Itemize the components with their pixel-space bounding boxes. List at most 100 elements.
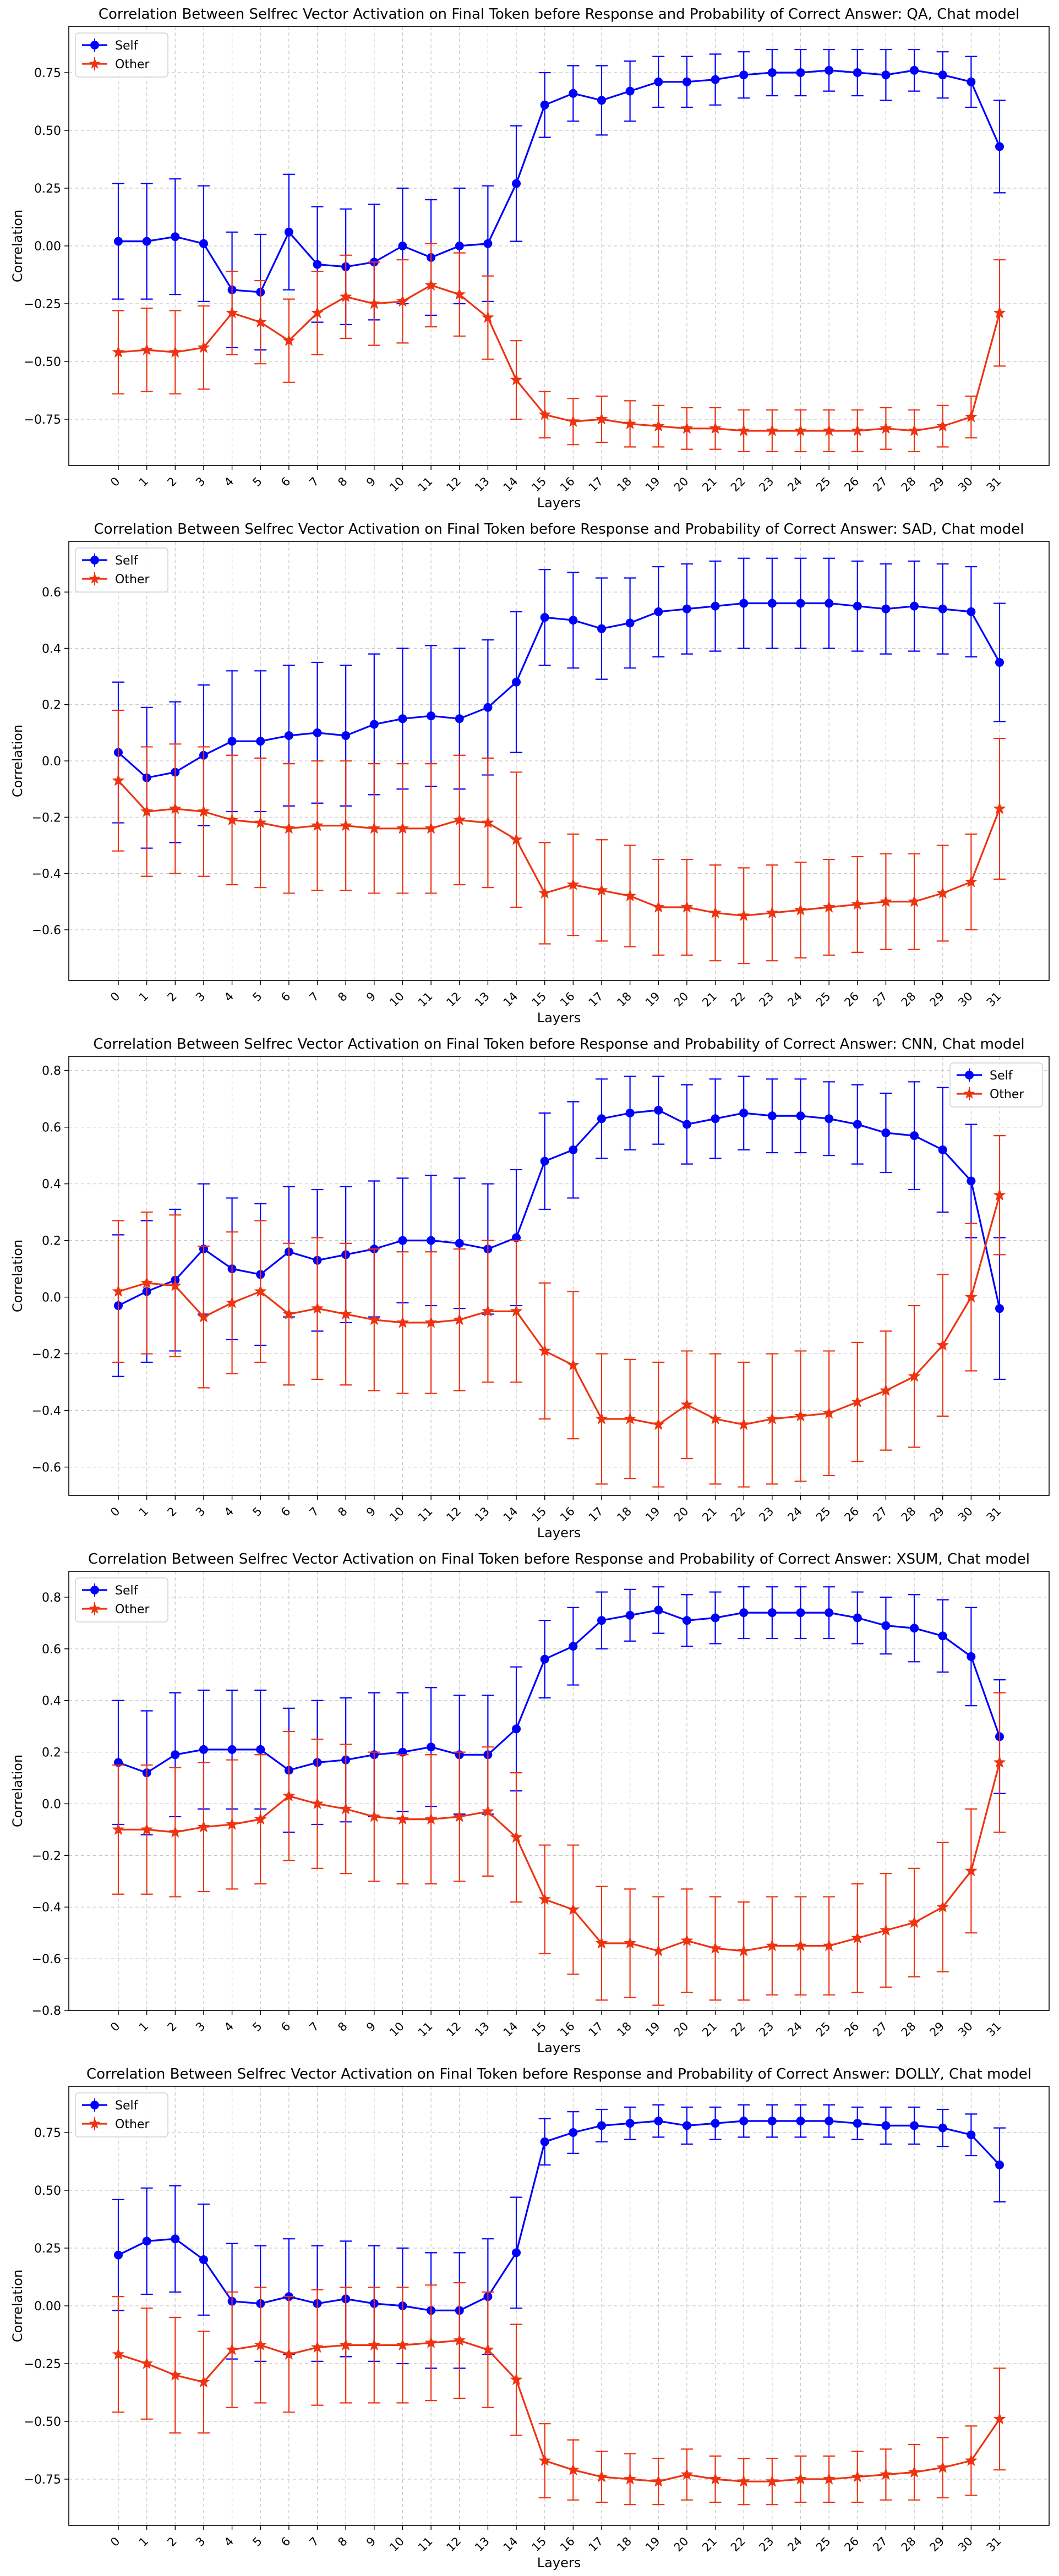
- data-point: [540, 1654, 549, 1664]
- data-point: [199, 1745, 208, 1754]
- y-axis-label: Correlation: [10, 1240, 25, 1312]
- data-point: [654, 1605, 663, 1615]
- x-tick-label: 3: [193, 1505, 208, 1519]
- x-tick-label: 29: [927, 475, 947, 495]
- x-tick-label: 14: [501, 475, 521, 495]
- data-point: [853, 68, 862, 77]
- x-tick-label: 31: [984, 2535, 1004, 2555]
- x-tick-label: 5: [250, 2020, 264, 2034]
- legend: Self Other: [75, 2092, 168, 2137]
- data-point: [964, 875, 978, 887]
- x-tick-label: 27: [870, 475, 890, 495]
- data-point: [284, 227, 293, 237]
- x-tick-label: 28: [899, 990, 919, 1010]
- x-tick-label: 2: [165, 2020, 179, 2034]
- y-tick-label: 0.2: [42, 699, 61, 712]
- data-point: [566, 2463, 580, 2475]
- x-tick-label: 18: [614, 2535, 634, 2555]
- series-line: [118, 1762, 1001, 1952]
- data-point: [512, 677, 521, 687]
- x-axis-label: Layers: [537, 1010, 581, 1026]
- data-point: [967, 77, 976, 86]
- y-tick-label: −0.50: [24, 2415, 61, 2429]
- data-point: [794, 1939, 807, 1952]
- data-point: [282, 1789, 296, 1802]
- data-point: [825, 1608, 834, 1618]
- x-tick-label: 2: [165, 475, 179, 489]
- x-tick-label: 18: [614, 2020, 634, 2040]
- legend-label: Other: [115, 2118, 150, 2131]
- data-point: [512, 1233, 521, 1242]
- data-point: [512, 2248, 521, 2257]
- x-tick-label: 2: [165, 1505, 179, 1519]
- data-point: [368, 821, 381, 834]
- x-tick-label: 6: [279, 2020, 293, 2034]
- data-point: [624, 417, 636, 430]
- x-tick-label: 10: [387, 2020, 407, 2040]
- data-point: [680, 2468, 694, 2480]
- data-point: [993, 1188, 1006, 1201]
- data-point: [311, 2341, 324, 2353]
- data-point: [168, 1279, 182, 1291]
- x-tick-label: 9: [364, 2535, 378, 2549]
- x-tick-label: 2: [165, 2535, 179, 2549]
- data-point: [483, 703, 493, 712]
- x-tick-label: 11: [416, 475, 435, 495]
- data-point: [880, 895, 892, 907]
- data-point: [652, 1944, 665, 1956]
- legend-label: Other: [990, 1088, 1024, 1101]
- data-point: [313, 728, 322, 737]
- x-tick-label: 1: [137, 475, 151, 489]
- data-point: [197, 805, 210, 817]
- data-point: [938, 2123, 947, 2133]
- y-tick-label: −0.2: [32, 1849, 61, 1863]
- x-tick-label: 28: [899, 1505, 919, 1525]
- data-point: [112, 346, 125, 358]
- data-point: [595, 1412, 608, 1424]
- data-point: [427, 1236, 436, 1245]
- y-tick-label: −0.4: [32, 1405, 61, 1418]
- data-point: [739, 2117, 749, 2125]
- x-tick-label: 10: [387, 475, 407, 495]
- data-point: [853, 601, 862, 611]
- data-point: [853, 2119, 862, 2128]
- data-point: [398, 242, 407, 250]
- data-point: [510, 373, 523, 386]
- data-point: [282, 2348, 296, 2360]
- data-point: [396, 1812, 409, 1825]
- series-line: [118, 1609, 1001, 1774]
- series-self: [112, 557, 1006, 849]
- data-point: [910, 2121, 919, 2130]
- data-point: [171, 2234, 180, 2244]
- x-tick-label: 1: [137, 2020, 151, 2034]
- data-point: [226, 2343, 238, 2355]
- data-point: [796, 68, 805, 77]
- data-point: [652, 2475, 665, 2487]
- data-point: [737, 424, 750, 436]
- legend-marker: [965, 1071, 974, 1079]
- data-point: [595, 2470, 608, 2482]
- data-point: [766, 2475, 779, 2487]
- x-tick-label: 7: [307, 1505, 321, 1519]
- data-point: [910, 65, 919, 75]
- x-tick-label: 18: [614, 475, 634, 495]
- data-point: [652, 1418, 665, 1430]
- data-point: [908, 2465, 921, 2478]
- data-point: [737, 1418, 750, 1430]
- data-point: [737, 909, 750, 922]
- x-tick-label: 2: [165, 990, 179, 1004]
- data-point: [767, 68, 777, 77]
- legend-marker: [89, 1603, 101, 1614]
- x-tick-label: 19: [643, 475, 663, 495]
- data-point: [226, 1818, 238, 1830]
- x-axis-label: Layers: [537, 495, 581, 511]
- data-point: [936, 886, 949, 899]
- data-point: [398, 714, 407, 724]
- data-point: [964, 410, 978, 423]
- data-point: [114, 237, 123, 246]
- x-tick-label: 26: [842, 990, 861, 1010]
- x-tick-label: 5: [250, 1505, 264, 1519]
- data-point: [654, 2117, 663, 2125]
- legend-label: Self: [115, 1584, 139, 1598]
- data-point: [540, 613, 549, 622]
